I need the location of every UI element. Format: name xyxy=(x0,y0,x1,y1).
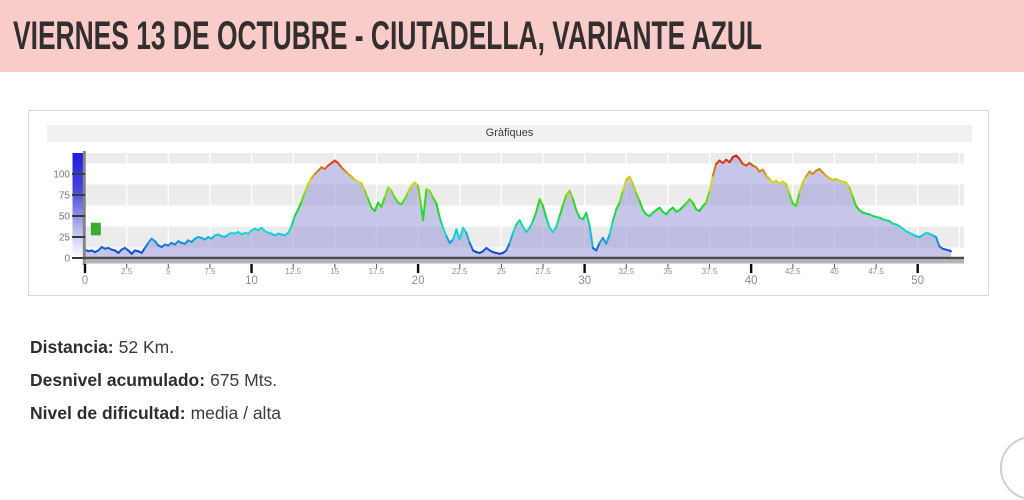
svg-text:15: 15 xyxy=(330,267,339,276)
detail-value: 52 Km. xyxy=(118,337,175,357)
svg-text:17.5: 17.5 xyxy=(369,267,385,276)
detail-row-distancia: Distancia: 52 Km. xyxy=(30,336,281,369)
chart-panel-title: Gràfiques xyxy=(485,127,534,139)
x-axis: 2.5 5 7.5 12.5 15 17.5 22.5 25 27.5 32.5 35 37.5 42.… xyxy=(82,256,964,287)
svg-text:50: 50 xyxy=(911,275,924,287)
detail-label: Desnivel acumulado: xyxy=(30,370,206,390)
floating-button-edge[interactable] xyxy=(1000,436,1024,500)
svg-text:32.5: 32.5 xyxy=(618,267,634,276)
detail-label: Nivel de dificultad: xyxy=(30,403,186,423)
detail-value: media / alta xyxy=(190,403,282,423)
start-marker xyxy=(90,222,101,236)
svg-text:7.5: 7.5 xyxy=(204,267,216,276)
svg-text:5: 5 xyxy=(166,267,171,276)
svg-text:0: 0 xyxy=(82,275,88,287)
chart-panel-header: Gràfiques xyxy=(47,125,972,142)
header-bar: VIERNES 13 DE OCTUBRE - CIUTADELLA, VARI… xyxy=(0,0,1024,72)
svg-text:100: 100 xyxy=(53,170,70,181)
svg-text:0: 0 xyxy=(64,254,70,265)
svg-text:42.5: 42.5 xyxy=(785,267,801,276)
svg-text:50: 50 xyxy=(59,212,71,223)
svg-text:47.5: 47.5 xyxy=(868,267,884,276)
svg-text:35: 35 xyxy=(663,267,672,276)
svg-text:27.5: 27.5 xyxy=(535,267,551,276)
svg-text:45: 45 xyxy=(830,267,839,276)
svg-text:40: 40 xyxy=(745,275,758,287)
detail-label: Distancia: xyxy=(30,337,114,357)
details-section: Distancia: 52 Km. Desnivel acumulado: 675 … xyxy=(30,336,281,435)
y-axis: 0 25 50 75 100 xyxy=(53,151,86,265)
svg-text:75: 75 xyxy=(59,191,71,202)
svg-text:10: 10 xyxy=(245,275,258,287)
svg-text:25: 25 xyxy=(497,267,506,276)
svg-text:20: 20 xyxy=(412,275,425,287)
detail-row-dificultad: Nivel de dificultad: media / alta xyxy=(30,402,281,435)
elevation-line xyxy=(84,154,952,255)
svg-text:12.5: 12.5 xyxy=(285,267,301,276)
svg-text:22.5: 22.5 xyxy=(452,267,468,276)
svg-text:37.5: 37.5 xyxy=(702,267,718,276)
svg-text:25: 25 xyxy=(59,233,71,244)
svg-text:2.5: 2.5 xyxy=(121,267,133,276)
elevation-fill xyxy=(85,155,951,258)
chart-card: Gràfiques 0 25 50 75 100 2.5 5 7.5 12.5 15 17.5 22.… xyxy=(28,110,989,296)
detail-value: 675 Mts. xyxy=(210,370,278,390)
detail-row-desnivel: Desnivel acumulado: 675 Mts. xyxy=(30,369,281,402)
svg-text:30: 30 xyxy=(578,275,591,287)
elevation-legend-bar xyxy=(72,153,85,258)
page-title: VIERNES 13 DE OCTUBRE - CIUTADELLA, VARI… xyxy=(13,13,763,58)
